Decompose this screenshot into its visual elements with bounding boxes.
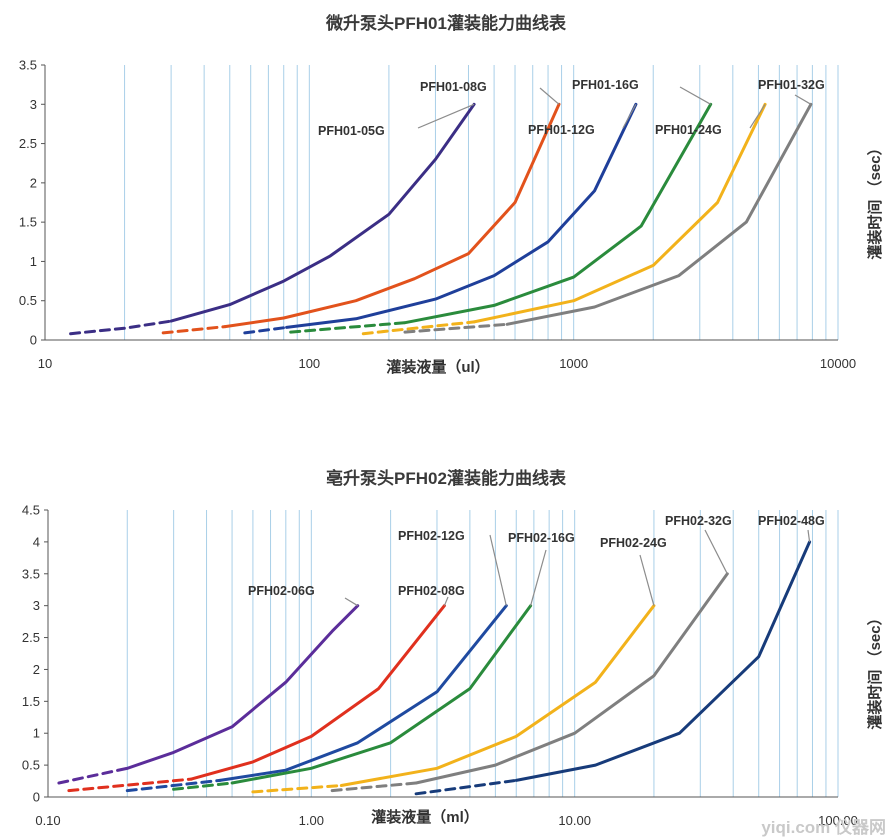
series-label: PFH02-08G — [398, 584, 465, 598]
series-label: PFH01-16G — [572, 78, 639, 92]
x-tick-label: 1.00 — [299, 813, 324, 828]
label-leader-line — [622, 104, 637, 129]
series-line — [125, 604, 360, 770]
label-leader-line — [417, 103, 475, 129]
series-label: PFH02-12G — [398, 529, 465, 543]
label-leader-line — [794, 94, 812, 105]
y-tick-label: 0.5 — [19, 293, 37, 308]
y-tick-label: 0 — [30, 333, 37, 348]
series-line-dashed — [243, 325, 289, 335]
x-tick-label: 100 — [298, 356, 320, 371]
series-line — [169, 102, 476, 323]
label-leader-line — [489, 534, 507, 606]
y-tick-label: 1.5 — [22, 694, 40, 709]
series-line — [403, 102, 713, 325]
series-line-dashed — [414, 778, 518, 796]
series-line — [285, 102, 638, 329]
series-line — [218, 604, 508, 782]
x-axis-label: 灌装液量（ul） — [386, 358, 489, 376]
series-line — [230, 604, 533, 785]
pfh01-chart: 微升泵头PFH01灌装能力曲线表 灌装液量（ul） 灌装时间 （sec） 0 0.… — [19, 13, 884, 376]
y-tick-label: 4 — [33, 534, 40, 549]
series-line — [339, 604, 656, 787]
series-line — [189, 604, 446, 781]
chart-title: 微升泵头PFH01灌装能力曲线表 — [325, 13, 567, 33]
y-tick-label: 0 — [33, 790, 40, 805]
label-leader-line — [539, 87, 560, 105]
y-tick-label: 0.5 — [22, 758, 40, 773]
y-tick-label: 3.5 — [19, 58, 37, 73]
watermark: yiqi.com 仪器网 — [761, 818, 886, 837]
y-tick-label: 3.5 — [22, 566, 40, 581]
series-line — [505, 102, 813, 326]
y-tick-label: 4.5 — [22, 503, 40, 518]
y-tick-label: 2 — [30, 175, 37, 190]
y-tick-label: 3 — [33, 598, 40, 613]
y-tick-label: 1.5 — [19, 215, 37, 230]
series-line-dashed — [172, 781, 234, 791]
label-leader-line — [749, 103, 766, 129]
series-line-dashed — [67, 777, 193, 793]
series-line-dashed — [251, 784, 343, 794]
series-label: PFH02-24G — [600, 536, 667, 550]
series-line-dashed — [403, 322, 509, 334]
y-tick-label: 1 — [30, 254, 37, 269]
series-line — [223, 102, 561, 329]
y-tick-label: 2.5 — [19, 136, 37, 151]
x-tick-label: 10.00 — [558, 813, 591, 828]
series-label: PFH02-32G — [665, 514, 732, 528]
series-label: PFH01-24G — [655, 123, 722, 137]
series-label: PFH01-12G — [528, 123, 595, 137]
label-leader-line — [679, 86, 711, 105]
y-axis-label: 灌装时间 （sec） — [866, 610, 884, 729]
series-line-dashed — [57, 766, 129, 785]
label-leader-line — [530, 549, 547, 606]
label-leader-line — [639, 554, 655, 606]
series-label: PFH02-06G — [248, 584, 315, 598]
y-tick-label: 1 — [33, 726, 40, 741]
series-line-dashed — [330, 781, 418, 793]
x-tick-label: 0.10 — [35, 813, 60, 828]
series-line — [472, 102, 767, 324]
series-line — [514, 540, 812, 782]
x-tick-label: 10 — [38, 356, 52, 371]
series-label: PFH01-08G — [420, 80, 487, 94]
series-line-dashed — [125, 778, 222, 793]
series-line-dashed — [289, 321, 407, 334]
y-axis-label: 灌装时间 （sec） — [866, 140, 884, 259]
label-leader-line — [704, 529, 728, 575]
series-line — [414, 572, 729, 785]
series-line-dashed — [361, 320, 476, 336]
series-line-dashed — [161, 325, 227, 335]
y-tick-label: 3 — [30, 97, 37, 112]
x-axis-label: 灌装液量（ml） — [371, 808, 479, 826]
label-leader-line — [344, 597, 359, 607]
label-leader-line — [443, 596, 449, 606]
series-label: PFH01-32G — [758, 78, 825, 92]
y-tick-label: 2 — [33, 662, 40, 677]
x-tick-label: 1000 — [559, 356, 588, 371]
chart-title: 亳升泵头PFH02灌装能力曲线表 — [326, 468, 567, 488]
x-tick-label: 100.00 — [818, 813, 858, 828]
series-line-dashed — [69, 319, 173, 336]
pfh02-chart: 亳升泵头PFH02灌装能力曲线表 灌装液量（ml） 灌装时间 （sec） 0 0.… — [22, 468, 884, 828]
series-label: PFH02-16G — [508, 531, 575, 545]
series-label: PFH02-48G — [758, 514, 825, 528]
y-tick-label: 2.5 — [22, 630, 40, 645]
label-leader-line — [807, 529, 811, 542]
x-tick-label: 10000 — [820, 356, 856, 371]
series-label: PFH01-05G — [318, 124, 385, 138]
